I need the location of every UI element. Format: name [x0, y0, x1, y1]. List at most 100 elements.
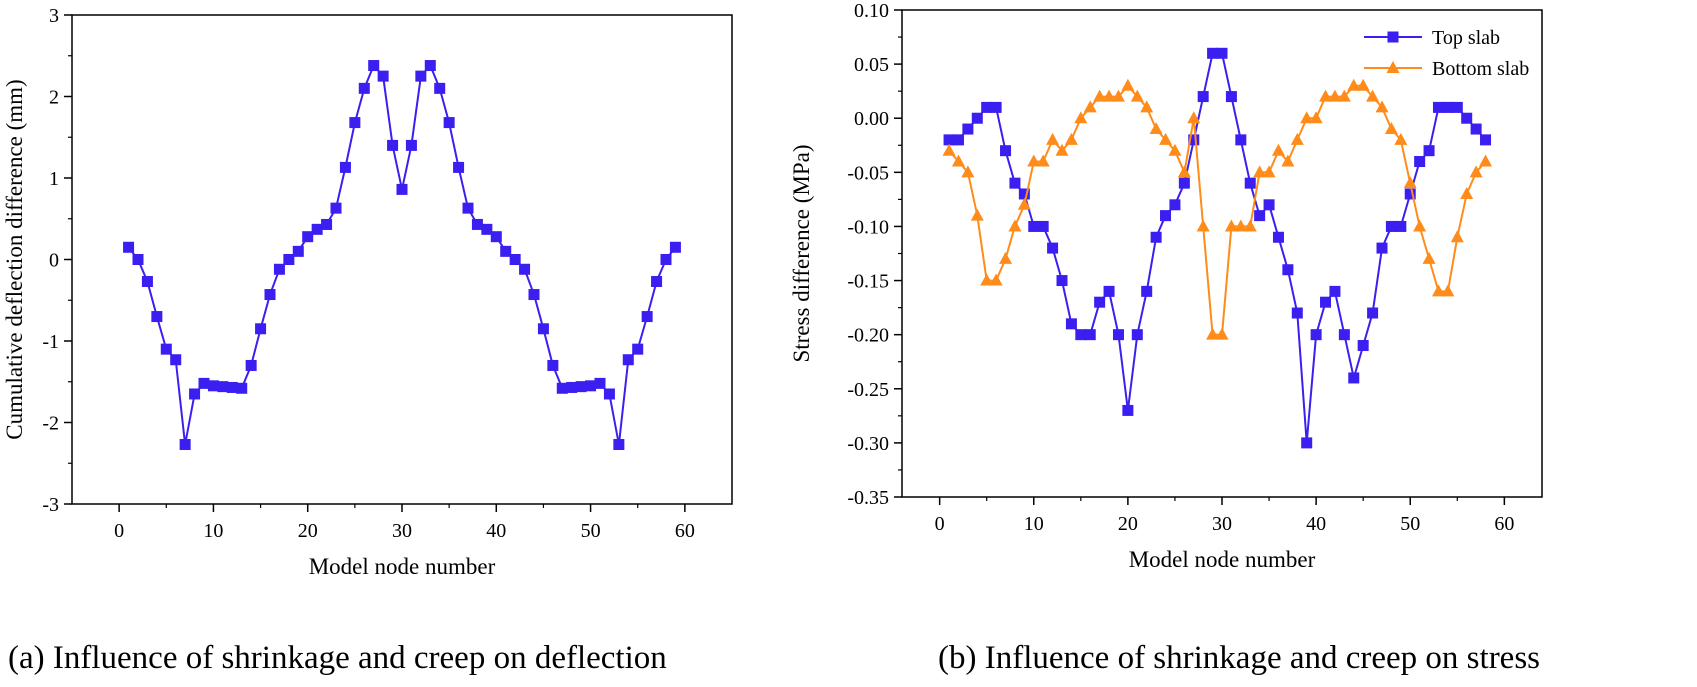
data-point — [1243, 219, 1257, 232]
data-point — [1470, 123, 1482, 135]
y-tick-label: -2 — [42, 413, 59, 435]
data-point — [575, 381, 587, 393]
data-point — [368, 60, 380, 72]
caption-deflection: (a) Influence of shrinkage and creep on … — [8, 640, 667, 676]
data-point — [632, 343, 644, 355]
data-point — [547, 359, 559, 371]
data-point — [1065, 318, 1077, 330]
stress-chart: 0 10 20 30 40 50 60 -0.35 -0.30 -0.25 -0.20 -0.15 -0… — [789, 0, 1543, 572]
data-point — [1196, 219, 1210, 232]
data-point — [1375, 100, 1389, 113]
data-point — [1282, 264, 1294, 276]
data-point — [970, 208, 984, 221]
y-tick-label: -0.30 — [847, 433, 889, 455]
data-point — [1102, 89, 1116, 102]
data-point — [179, 439, 191, 451]
data-point — [226, 381, 238, 393]
data-point — [198, 377, 210, 389]
x-tick-label: 30 — [1212, 513, 1232, 535]
data-point — [1028, 220, 1040, 232]
data-point — [1216, 47, 1228, 59]
data-point — [1357, 339, 1369, 351]
data-point — [651, 276, 663, 288]
data-point — [1319, 89, 1333, 102]
data-point — [302, 231, 314, 243]
data-point — [528, 289, 540, 301]
data-point — [1036, 154, 1050, 167]
data-point — [339, 161, 351, 173]
data-point — [1121, 78, 1135, 91]
data-point — [1480, 134, 1492, 146]
y-tick-label: 2 — [49, 87, 59, 109]
data-point — [1177, 165, 1191, 178]
data-point — [1300, 111, 1314, 124]
x-axis-label: Model node number — [309, 554, 496, 579]
data-point — [273, 263, 285, 275]
y-tick-label: 0.00 — [854, 108, 889, 130]
data-point — [556, 382, 568, 394]
y-tick-label: 0.05 — [854, 54, 889, 76]
x-axis-label: Model node number — [1129, 547, 1316, 572]
data-point — [330, 202, 342, 214]
data-point — [1384, 122, 1398, 135]
data-point — [1017, 197, 1031, 210]
data-point — [1347, 78, 1361, 91]
x-tick-label: 50 — [581, 520, 601, 542]
y-axis-label: Stress difference (MPa) — [789, 144, 814, 362]
y-tick-label: -0.15 — [847, 271, 889, 293]
data-point — [1414, 156, 1426, 168]
plot-frame — [71, 14, 733, 505]
data-point — [1460, 186, 1474, 199]
data-point — [1404, 188, 1416, 200]
data-point — [1000, 145, 1012, 157]
x-tick-label: 20 — [298, 520, 318, 542]
data-point — [358, 82, 370, 94]
data-point — [1469, 165, 1483, 178]
y-axis-label: Cumulative deflection difference (mm) — [2, 79, 27, 439]
data-point — [1111, 89, 1125, 102]
data-point — [1046, 132, 1060, 145]
data-point — [1262, 165, 1276, 178]
data-point — [1253, 165, 1267, 178]
data-point — [405, 139, 417, 151]
data-point — [660, 254, 672, 265]
data-point — [141, 276, 153, 288]
y-tick-label: -0.10 — [847, 216, 889, 238]
data-point — [1008, 219, 1022, 232]
y-tick-label: 0 — [49, 250, 59, 272]
data-point — [245, 359, 257, 371]
series-line — [949, 52, 1487, 443]
data-point — [1263, 199, 1275, 211]
data-point — [999, 251, 1013, 264]
data-point — [669, 241, 681, 253]
data-point — [1149, 122, 1163, 135]
data-point — [1395, 220, 1407, 232]
data-point — [1337, 89, 1351, 102]
data-point — [387, 139, 399, 151]
data-point — [415, 70, 427, 82]
data-point — [1310, 329, 1322, 341]
data-point — [1479, 154, 1493, 167]
x-tick-label: 60 — [675, 520, 695, 542]
data-point — [1215, 327, 1229, 340]
x-tick-label: 30 — [392, 520, 412, 542]
data-point — [349, 117, 361, 129]
data-point — [490, 231, 502, 243]
data-point — [1160, 210, 1172, 222]
data-point — [1178, 177, 1190, 189]
y-tick-label: -3 — [42, 494, 59, 516]
data-point — [1413, 219, 1427, 232]
data-point — [1122, 404, 1134, 416]
data-point — [1047, 242, 1059, 254]
data-point — [1018, 188, 1030, 200]
data-point — [1271, 143, 1285, 156]
data-point — [160, 343, 172, 355]
data-point — [1291, 307, 1303, 319]
data-point — [594, 377, 606, 389]
legend-label: Top slab — [1432, 27, 1500, 49]
data-point — [1055, 143, 1069, 156]
y-tick-label: 3 — [49, 5, 59, 27]
x-tick-label: 40 — [486, 520, 506, 542]
data-point — [1112, 329, 1124, 341]
x-tick-label: 10 — [1024, 513, 1044, 535]
